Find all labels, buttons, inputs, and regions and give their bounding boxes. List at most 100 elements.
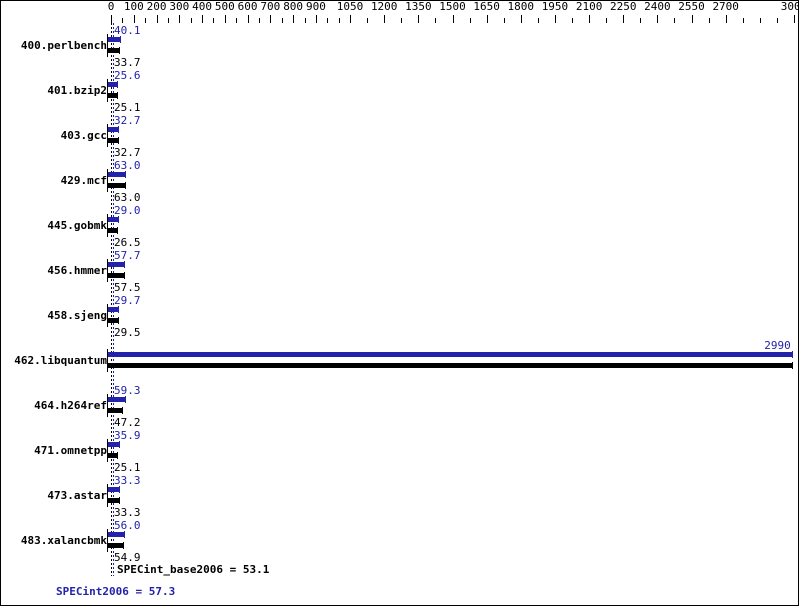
benchmark-row: 464.h264ref 59.3 47.2: [1, 383, 798, 429]
bar-base: [108, 363, 792, 368]
bar-peak: [108, 532, 124, 537]
benchmark-row: 445.gobmk 29.0 26.5: [1, 203, 798, 249]
x-tick-mark-minor: [145, 18, 146, 23]
benchmark-label: 471.omnetpp: [34, 444, 107, 457]
bar-peak: [108, 37, 121, 42]
x-tick-mark: [270, 15, 271, 23]
benchmark-label: 462.libquantum: [14, 354, 107, 367]
x-tick-label: 2100: [575, 0, 603, 13]
benchmark-row: 471.omnetpp 35.9 25.1: [1, 428, 798, 474]
bar-peak-endcap: [118, 126, 120, 133]
bar-peak-endcap: [125, 171, 127, 178]
bar-base-endcap: [125, 182, 127, 189]
bar-base-endcap: [118, 47, 120, 54]
x-tick-label: 1200: [370, 0, 398, 13]
bar-peak: [108, 307, 118, 312]
benchmark-row: 403.gcc 32.7 32.7: [1, 113, 798, 159]
bar-peak-endcap: [123, 531, 125, 538]
benchmark-label: 445.gobmk: [47, 219, 107, 232]
x-tick-mark: [248, 15, 249, 23]
benchmark-label: 464.h264ref: [34, 399, 107, 412]
bar-origin-cap: [107, 304, 108, 327]
x-tick-mark: [487, 15, 488, 23]
benchmark-rows: 400.perlbench 40.1 33.7 401.bzip2 25.6 25.1 40…: [1, 23, 798, 564]
benchmark-label: 456.hmmer: [47, 264, 107, 277]
bar-peak: [108, 262, 125, 267]
x-tick-label: 600: [237, 0, 258, 13]
x-tick-mark: [316, 15, 317, 23]
bar-base-endcap: [791, 362, 793, 369]
bar-base-endcap: [121, 407, 123, 414]
benchmark-row: 400.perlbench 40.1 33.7: [1, 23, 798, 69]
x-tick-mark: [794, 15, 795, 23]
bar-peak: [108, 172, 126, 177]
x-tick-mark-minor: [674, 18, 675, 23]
x-tick-mark: [111, 15, 112, 23]
x-tick-mark-minor: [122, 18, 123, 23]
bar-base-value: 25.1: [114, 101, 141, 114]
x-tick-mark: [179, 15, 180, 23]
bar-origin-cap: [107, 484, 108, 507]
summary-base-label: SPECint_base2006 = 53.1: [117, 563, 270, 576]
bar-base: [108, 183, 126, 188]
benchmark-row: 462.libquantum 2990: [1, 338, 798, 383]
x-tick-mark: [225, 15, 226, 23]
bar-base-endcap: [116, 452, 118, 459]
bar-base-value: 29.5: [114, 326, 141, 339]
bar-peak: [108, 217, 118, 222]
bar-base-endcap: [117, 227, 119, 234]
benchmark-row: 401.bzip2 25.6 25.1: [1, 68, 798, 114]
bar-peak-endcap: [791, 351, 793, 358]
x-tick-mark: [453, 15, 454, 23]
bar-origin-cap: [107, 79, 108, 102]
bar-peak: [108, 352, 792, 357]
bar-base: [108, 93, 117, 98]
bar-peak-value: 29.7: [114, 294, 141, 307]
bar-peak-endcap: [116, 81, 118, 88]
benchmark-row: 456.hmmer 57.7 57.5: [1, 248, 798, 294]
x-tick-label: 1800: [507, 0, 535, 13]
bar-origin-cap: [107, 349, 108, 372]
bar-base: [108, 48, 119, 53]
bar-base: [108, 273, 125, 278]
x-tick-label: 400: [192, 0, 212, 13]
x-tick-mark: [657, 15, 658, 23]
bar-base: [108, 453, 117, 458]
x-tick-mark-minor: [191, 18, 192, 23]
x-tick-mark: [521, 15, 522, 23]
bar-peak-value: 59.3: [114, 384, 141, 397]
x-tick-mark-minor: [640, 18, 641, 23]
bar-peak-endcap: [120, 36, 122, 43]
x-tick-label: 1500: [439, 0, 466, 13]
x-tick-mark-minor: [259, 18, 260, 23]
bar-peak-value: 2990: [764, 339, 791, 352]
bar-base: [108, 498, 119, 503]
benchmark-label: 473.astar: [47, 489, 107, 502]
bar-peak-value: 56.0: [114, 519, 141, 532]
x-tick-mark: [726, 15, 727, 23]
bar-origin-cap: [107, 169, 108, 192]
bar-base-value: 33.3: [114, 506, 141, 519]
bar-origin-cap: [107, 34, 108, 57]
x-tick-mark-minor: [213, 18, 214, 23]
benchmark-label: 403.gcc: [60, 129, 107, 142]
bar-peak-value: 35.9: [114, 429, 141, 442]
bar-base-value: 32.7: [114, 146, 141, 159]
x-tick-mark-minor: [401, 18, 402, 23]
x-tick-label: 2400: [644, 0, 671, 13]
bar-peak: [108, 442, 120, 447]
bar-base: [108, 228, 118, 233]
benchmark-label: 429.mcf: [60, 174, 107, 187]
x-tick-mark: [589, 15, 590, 23]
bar-peak: [108, 127, 119, 132]
benchmark-row: 483.xalancbmk 56.0 54.9: [1, 518, 798, 564]
x-tick-mark-minor: [327, 18, 328, 23]
reference-line-base: [111, 23, 112, 576]
x-tick-label: 1950: [541, 0, 569, 13]
bar-peak-value: 33.3: [114, 474, 141, 487]
x-tick-mark-minor: [339, 18, 340, 23]
x-tick-label: 2700: [712, 0, 739, 13]
bar-base: [108, 138, 119, 143]
x-tick-label: 2550: [678, 0, 705, 13]
benchmark-label: 483.xalancbmk: [20, 534, 107, 547]
